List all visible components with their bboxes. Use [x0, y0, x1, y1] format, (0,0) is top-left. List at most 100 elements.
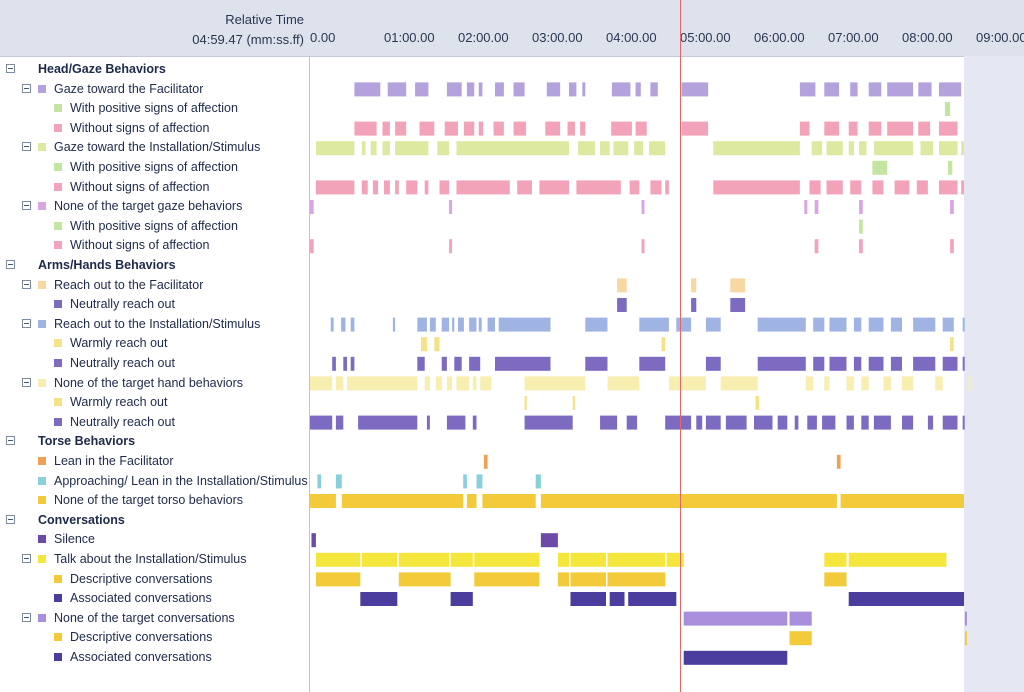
- behavior-segment[interactable]: [629, 180, 640, 195]
- behavior-segment[interactable]: [859, 200, 863, 214]
- behavior-segment[interactable]: [639, 356, 666, 371]
- behavior-segment[interactable]: [850, 180, 862, 195]
- behavior-segment[interactable]: [705, 356, 721, 371]
- behavior-group-row[interactable]: Arms/Hands Behaviors: [0, 256, 309, 274]
- behavior-segment[interactable]: [456, 141, 569, 156]
- behavior-segment[interactable]: [406, 180, 418, 195]
- behavior-segment[interactable]: [807, 415, 817, 430]
- behavior-segment[interactable]: [607, 572, 666, 587]
- time-axis[interactable]: 0.00 01:00.00 02:00.00 03:00.00 04:00.00 05:0…: [0, 0, 1024, 56]
- behavior-group-row[interactable]: Torse Behaviors: [0, 432, 309, 450]
- behavior-segment[interactable]: [950, 239, 954, 254]
- behavior-segment[interactable]: [777, 415, 788, 430]
- behavior-segment[interactable]: [634, 141, 643, 156]
- behavior-segment[interactable]: [335, 415, 344, 430]
- behavior-segment[interactable]: [435, 376, 442, 391]
- behavior-segment[interactable]: [696, 415, 703, 430]
- behavior-segment[interactable]: [850, 82, 858, 97]
- collapse-toggle-icon[interactable]: [6, 436, 15, 446]
- behavior-segment[interactable]: [939, 141, 958, 156]
- behavior-segment[interactable]: [347, 376, 418, 391]
- behavior-segment[interactable]: [395, 141, 429, 156]
- behavior-segment[interactable]: [466, 82, 475, 97]
- behavior-segment[interactable]: [942, 317, 954, 332]
- behavior-segment[interactable]: [890, 317, 902, 332]
- behavior-segment[interactable]: [441, 317, 450, 332]
- behavior-segment[interactable]: [665, 180, 669, 195]
- behavior-segment[interactable]: [463, 121, 475, 136]
- behavior-segment[interactable]: [335, 376, 344, 391]
- behavior-segment[interactable]: [450, 552, 473, 567]
- behavior-segment[interactable]: [641, 239, 645, 254]
- behavior-segment[interactable]: [848, 141, 854, 156]
- behavior-segment[interactable]: [814, 239, 819, 254]
- behavior-segment[interactable]: [813, 356, 825, 371]
- behavior-segment[interactable]: [939, 121, 958, 136]
- behavior-segment[interactable]: [868, 356, 884, 371]
- behavior-segment[interactable]: [648, 141, 666, 156]
- behavior-row[interactable]: Talk about the Installation/Stimulus: [0, 550, 309, 568]
- behavior-segment[interactable]: [580, 121, 586, 136]
- behavior-segment[interactable]: [935, 376, 943, 391]
- behavior-segment[interactable]: [868, 121, 882, 136]
- behavior-segment[interactable]: [540, 533, 558, 548]
- behavior-segment[interactable]: [392, 317, 396, 332]
- behavior-segment[interactable]: [829, 317, 847, 332]
- behavior-row[interactable]: Without signs of affection: [0, 178, 309, 196]
- behavior-segment[interactable]: [824, 121, 840, 136]
- behavior-segment[interactable]: [853, 356, 862, 371]
- behavior-segment[interactable]: [873, 415, 891, 430]
- behavior-segment[interactable]: [315, 141, 355, 156]
- behavior-segment[interactable]: [691, 278, 697, 293]
- behavior-segment[interactable]: [913, 356, 936, 371]
- behavior-segment[interactable]: [848, 592, 964, 606]
- behavior-row[interactable]: With positive signs of affection: [0, 217, 309, 235]
- behavior-segment[interactable]: [666, 552, 684, 567]
- behavior-segment[interactable]: [730, 298, 746, 312]
- behavior-segment[interactable]: [713, 180, 800, 195]
- behavior-segment[interactable]: [617, 298, 627, 312]
- behavior-segment[interactable]: [813, 317, 825, 332]
- behavior-segment[interactable]: [310, 494, 336, 508]
- behavior-segment[interactable]: [846, 376, 854, 391]
- behavior-segment[interactable]: [493, 121, 504, 136]
- behavior-segment[interactable]: [437, 141, 450, 156]
- behavior-segment[interactable]: [894, 180, 910, 195]
- behavior-segment[interactable]: [452, 317, 455, 332]
- behavior-segment[interactable]: [315, 572, 361, 587]
- behavior-row[interactable]: Descriptive conversations: [0, 628, 309, 646]
- behavior-segment[interactable]: [585, 317, 608, 332]
- behavior-segment[interactable]: [382, 141, 390, 156]
- behavior-segment[interactable]: [848, 121, 858, 136]
- behavior-segment[interactable]: [361, 180, 368, 195]
- behavior-segment[interactable]: [826, 180, 843, 195]
- behavior-segment[interactable]: [939, 82, 962, 97]
- behavior-segment[interactable]: [705, 415, 721, 430]
- behavior-row[interactable]: Silence: [0, 530, 309, 548]
- behavior-segment[interactable]: [635, 121, 647, 136]
- behavior-segment[interactable]: [454, 356, 462, 371]
- behavior-segment[interactable]: [826, 141, 843, 156]
- behavior-segment[interactable]: [480, 376, 492, 391]
- behavior-segment[interactable]: [600, 141, 610, 156]
- behavior-segment[interactable]: [513, 121, 527, 136]
- behavior-segment[interactable]: [754, 415, 773, 430]
- behavior-segment[interactable]: [950, 337, 954, 352]
- behavior-segment[interactable]: [681, 82, 709, 97]
- behavior-segment[interactable]: [873, 141, 914, 156]
- behavior-segment[interactable]: [705, 317, 721, 332]
- behavior-segment[interactable]: [441, 356, 447, 371]
- behavior-segment[interactable]: [859, 141, 867, 156]
- behavior-segment[interactable]: [311, 533, 316, 548]
- collapse-toggle-icon[interactable]: [22, 554, 31, 563]
- behavior-segment[interactable]: [720, 376, 758, 391]
- behavior-segment[interactable]: [611, 82, 631, 97]
- behavior-segment[interactable]: [920, 141, 934, 156]
- behavior-segment[interactable]: [607, 552, 666, 567]
- behavior-segment[interactable]: [859, 219, 863, 234]
- behavior-segment[interactable]: [902, 415, 914, 430]
- behavior-segment[interactable]: [918, 82, 932, 97]
- behavior-segment[interactable]: [572, 396, 575, 410]
- behavior-row[interactable]: With positive signs of affection: [0, 99, 309, 117]
- behavior-segment[interactable]: [495, 356, 551, 371]
